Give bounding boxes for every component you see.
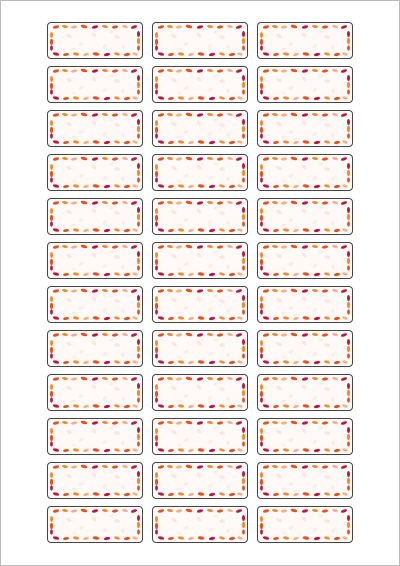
label bbox=[257, 198, 353, 235]
label bbox=[47, 22, 143, 59]
label bbox=[47, 506, 143, 543]
label bbox=[47, 242, 143, 279]
label bbox=[152, 154, 248, 191]
label bbox=[47, 462, 143, 499]
label bbox=[152, 242, 248, 279]
label bbox=[47, 418, 143, 455]
label bbox=[152, 110, 248, 147]
label bbox=[152, 66, 248, 103]
label bbox=[152, 418, 248, 455]
label bbox=[257, 242, 353, 279]
label bbox=[257, 66, 353, 103]
label bbox=[257, 506, 353, 543]
label bbox=[152, 506, 248, 543]
label bbox=[257, 154, 353, 191]
label bbox=[257, 22, 353, 59]
label bbox=[257, 110, 353, 147]
label bbox=[47, 154, 143, 191]
label bbox=[257, 286, 353, 323]
label bbox=[152, 462, 248, 499]
label bbox=[152, 198, 248, 235]
label bbox=[152, 286, 248, 323]
label bbox=[152, 330, 248, 367]
label bbox=[257, 462, 353, 499]
label bbox=[47, 286, 143, 323]
label bbox=[47, 198, 143, 235]
label bbox=[257, 374, 353, 411]
label bbox=[47, 66, 143, 103]
label bbox=[257, 330, 353, 367]
label bbox=[47, 110, 143, 147]
label bbox=[152, 374, 248, 411]
label bbox=[47, 330, 143, 367]
label bbox=[152, 22, 248, 59]
label bbox=[47, 374, 143, 411]
label bbox=[257, 418, 353, 455]
